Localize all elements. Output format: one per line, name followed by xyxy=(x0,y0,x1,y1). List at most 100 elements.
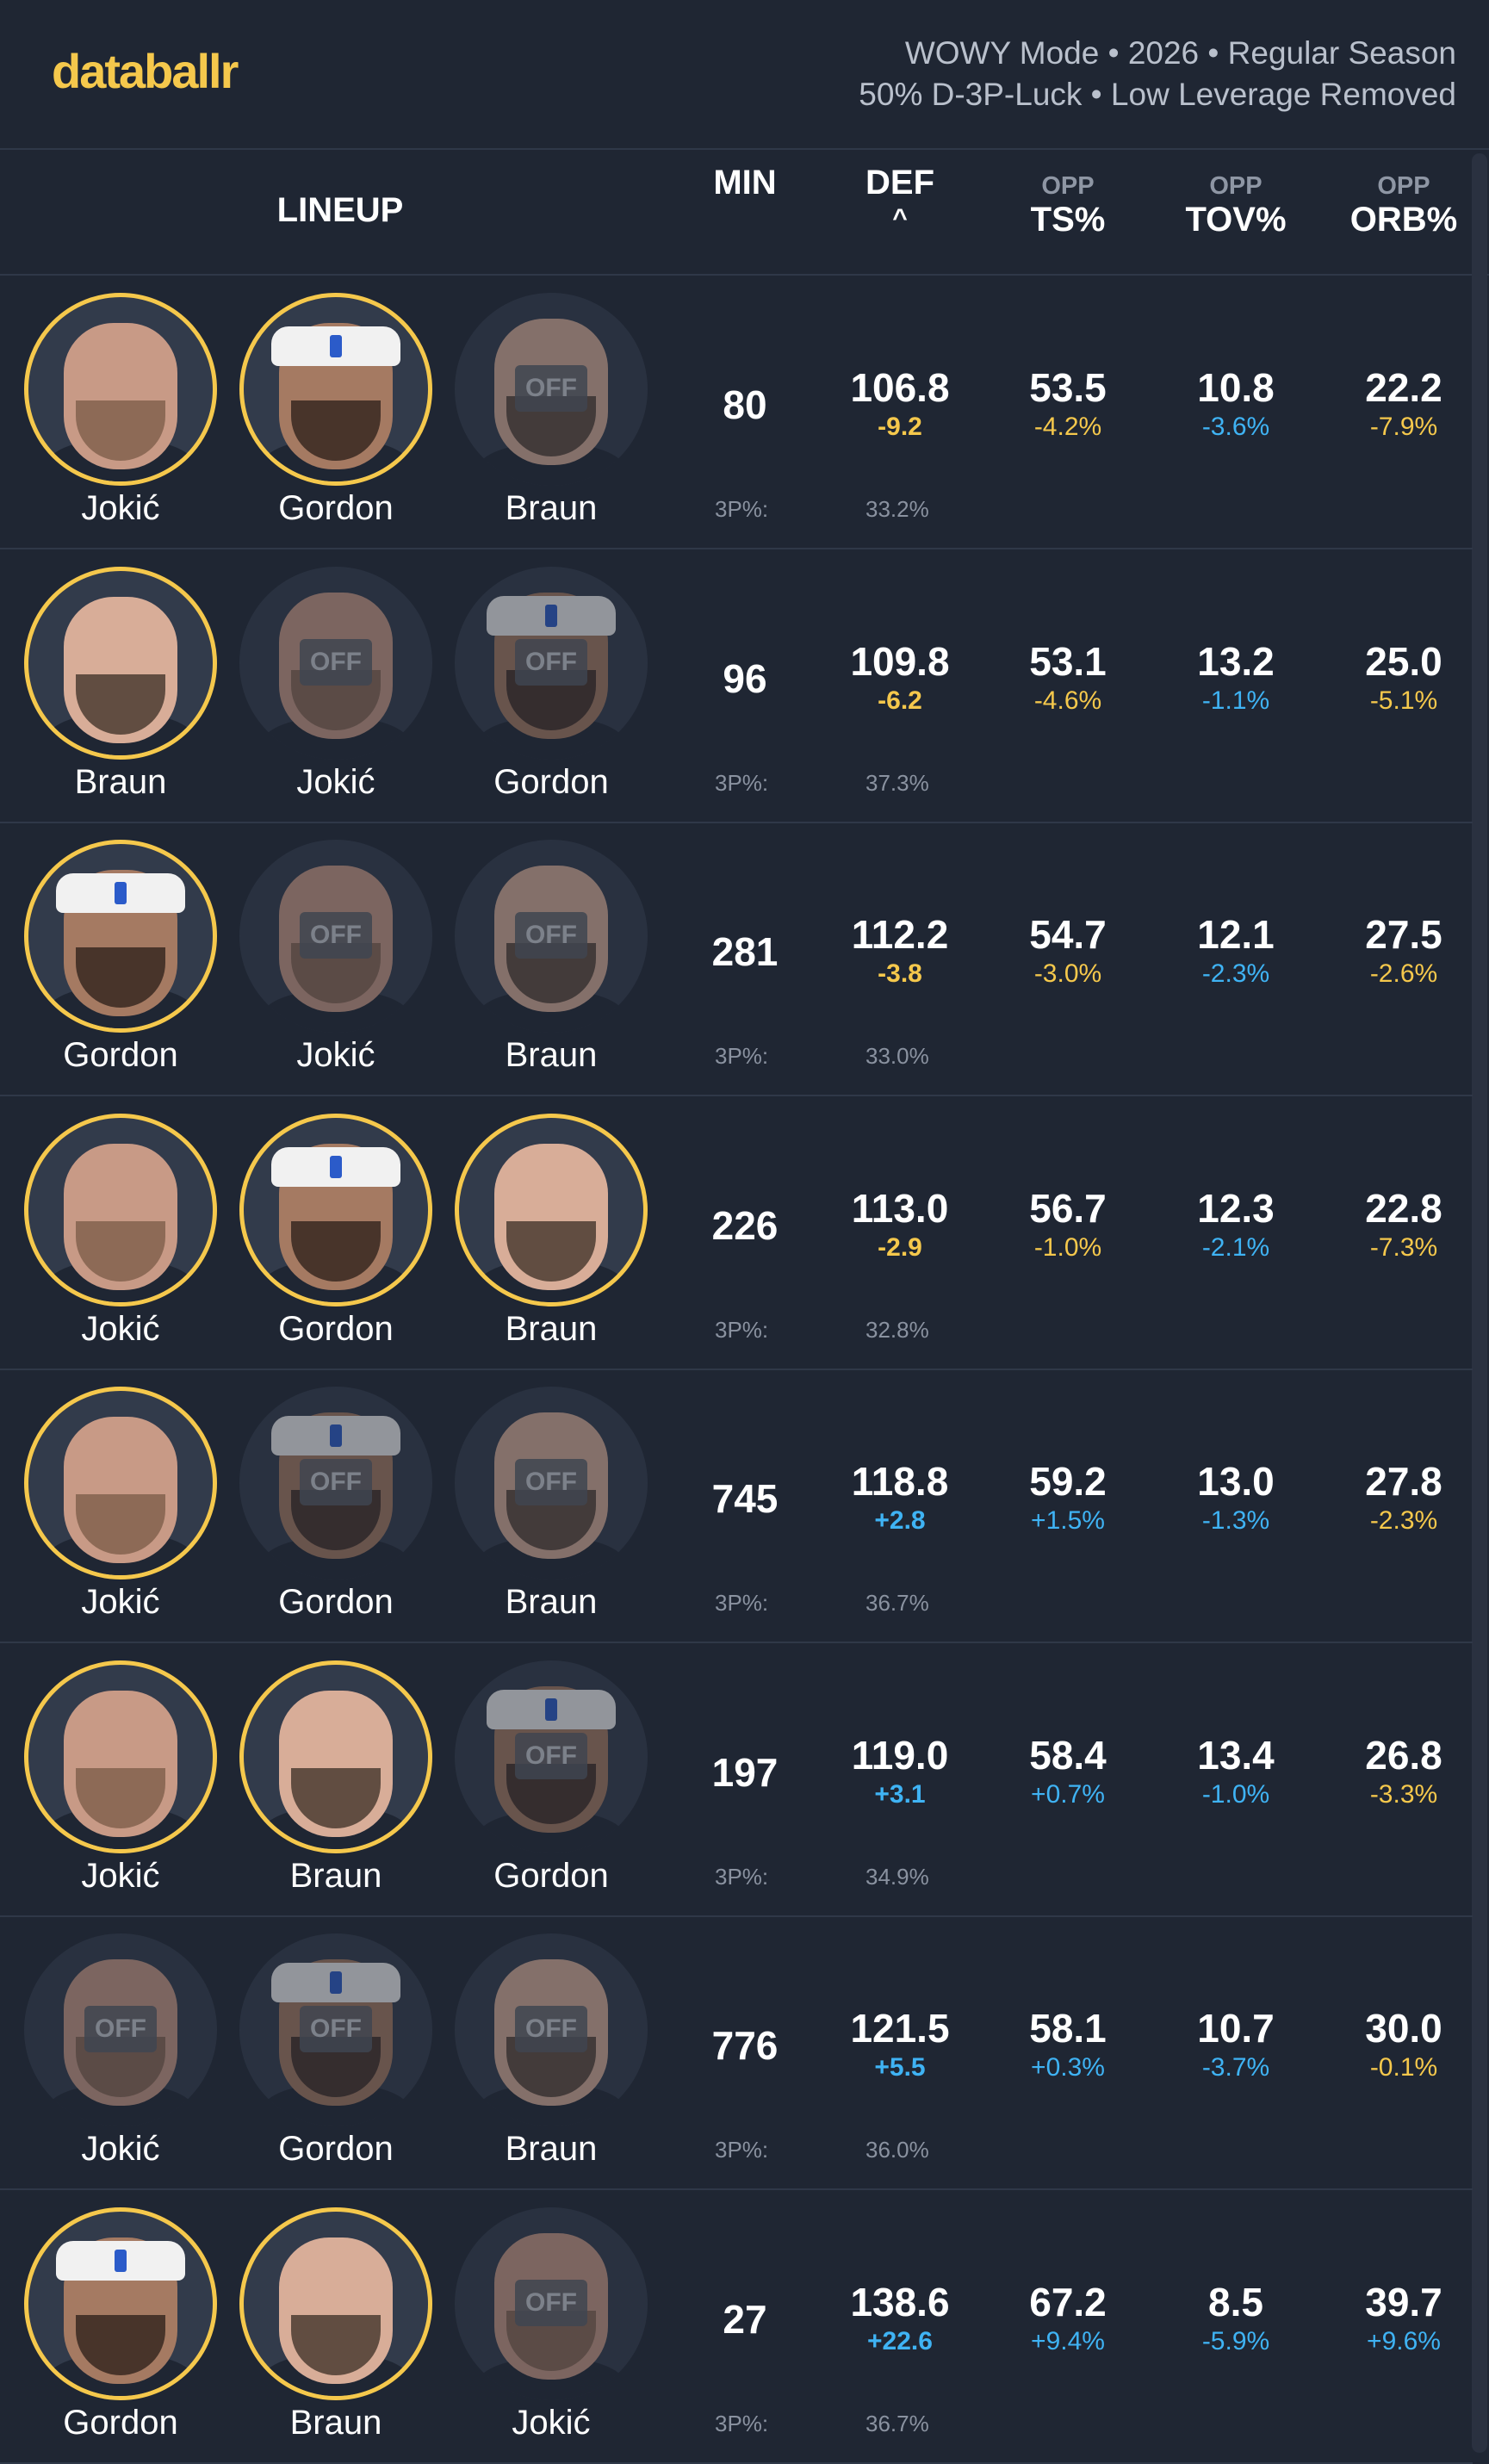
player-avatar[interactable]: OFF xyxy=(455,566,648,760)
opp-orb-cell: 25.0 -5.1% xyxy=(1335,639,1473,718)
opp-orb-header[interactable]: OPP ORB% xyxy=(1335,172,1473,239)
table-row[interactable]: Braun OFF Jokić OFF Gordon 96 109.8 -6.2 53.1 -4.… xyxy=(0,549,1473,823)
lineup-header[interactable]: LINEUP xyxy=(276,191,404,229)
opp-ts-header[interactable]: OPP TS% xyxy=(1008,172,1128,239)
nba-logo-icon xyxy=(330,335,342,357)
opp-ts-cell: 58.1 +0.3% xyxy=(1008,2006,1128,2085)
player-face xyxy=(494,1412,608,1559)
player-avatar[interactable]: OFF xyxy=(455,1933,648,2126)
lineup-player[interactable]: OFF Jokić xyxy=(236,566,436,802)
player-name: Gordon xyxy=(63,2403,178,2442)
min-cell-value: 226 xyxy=(711,1202,779,1248)
top-bar: databallr WOWY Mode • 2026 • Regular Sea… xyxy=(0,0,1489,150)
tov-label: TOV% xyxy=(1185,201,1287,239)
min-header[interactable]: MIN xyxy=(713,164,777,202)
opp-ts-cell-diff: +1.5% xyxy=(1031,1506,1105,1535)
lineup-player[interactable]: OFF Gordon xyxy=(451,566,651,802)
player-avatar[interactable] xyxy=(24,1113,217,1306)
def-cell-value: 109.8 xyxy=(850,638,950,684)
def-header[interactable]: DEF ^ xyxy=(835,164,965,233)
player-avatar[interactable] xyxy=(455,1113,648,1306)
player-avatar[interactable]: OFF xyxy=(455,1660,648,1853)
opp-ts-cell-value: 53.5 xyxy=(1029,365,1107,410)
player-avatar[interactable] xyxy=(24,840,217,1033)
player-avatar[interactable]: OFF xyxy=(455,840,648,1033)
lineup-player[interactable]: Jokić xyxy=(21,1113,220,1349)
lineup-player[interactable]: OFF Gordon xyxy=(236,1933,436,2169)
table-row[interactable]: Gordon Braun OFF Jokić 27 138.6 +22.6 67.2 +9.4%… xyxy=(0,2190,1473,2464)
player-avatar[interactable]: OFF xyxy=(239,1933,432,2126)
min-cell-value: 281 xyxy=(711,929,779,974)
off-badge: OFF xyxy=(515,912,587,959)
player-avatar[interactable]: OFF xyxy=(455,293,648,486)
opp-tov-header[interactable]: OPP TOV% xyxy=(1171,172,1300,239)
min-cell-value: 776 xyxy=(711,2023,779,2068)
lineup-player[interactable]: OFF Braun xyxy=(451,1933,651,2169)
lineup-player[interactable]: OFF Jokić xyxy=(21,1933,220,2169)
opp-tov-cell-diff: -2.3% xyxy=(1201,959,1270,988)
table-header: LINEUP MIN DEF ^ OPP TS% OPP TOV% OPP OR… xyxy=(0,148,1489,276)
player-avatar[interactable] xyxy=(24,566,217,760)
table-row[interactable]: OFF Jokić OFF Gordon OFF Braun 776 121.5 +5.5 58.… xyxy=(0,1916,1473,2190)
min-cell: 197 xyxy=(689,1750,801,1795)
def-cell: 118.8 +2.8 xyxy=(835,1459,965,1538)
table-row[interactable]: Jokić Gordon OFF Braun 80 106.8 -9.2 53.5 -4.2% 1… xyxy=(0,276,1473,549)
lineup-player[interactable]: OFF Jokić xyxy=(236,840,436,1075)
lineup-player[interactable]: OFF Gordon xyxy=(236,1387,436,1622)
player-avatar[interactable] xyxy=(24,2206,217,2400)
table-row[interactable]: Jokić OFF Gordon OFF Braun 745 118.8 +2.8 59.2 +1… xyxy=(0,1369,1473,1643)
player-avatar[interactable] xyxy=(239,2206,432,2400)
lineup-player[interactable]: Gordon xyxy=(21,2206,220,2442)
databallr-logo[interactable]: databallr xyxy=(52,44,239,98)
player-avatar[interactable] xyxy=(24,1387,217,1580)
player-avatar[interactable]: OFF xyxy=(24,1933,217,2126)
lineup-player[interactable]: Braun xyxy=(236,1660,436,1896)
def-cell: 112.2 -3.8 xyxy=(835,912,965,991)
lineup-player[interactable]: Jokić xyxy=(21,293,220,528)
three-pt-label: 3P%: xyxy=(715,2137,769,2163)
lineup-player[interactable]: OFF Braun xyxy=(451,293,651,528)
lineup-player[interactable]: Braun xyxy=(451,1113,651,1349)
player-avatar[interactable]: OFF xyxy=(239,1387,432,1580)
player-avatar[interactable] xyxy=(239,293,432,486)
lineup-player[interactable]: Gordon xyxy=(21,840,220,1075)
three-pt-value: 36.0% xyxy=(865,2137,929,2163)
opp-ts-cell-value: 56.7 xyxy=(1029,1185,1107,1231)
lineup-player[interactable]: Braun xyxy=(236,2206,436,2442)
table-row[interactable]: Gordon OFF Jokić OFF Braun 281 112.2 -3.8 54.7 -3… xyxy=(0,822,1473,1096)
player-name: Braun xyxy=(505,2130,598,2168)
opp-tov-cell: 12.3 -2.1% xyxy=(1171,1186,1300,1265)
mode-info: WOWY Mode • 2026 • Regular Season 50% D-… xyxy=(859,33,1456,115)
lineup-player[interactable]: Gordon xyxy=(236,1113,436,1349)
player-avatar[interactable]: OFF xyxy=(239,840,432,1033)
lineup-player[interactable]: Braun xyxy=(21,566,220,802)
lineup-player[interactable]: Jokić xyxy=(21,1387,220,1622)
opp-ts-cell-value: 67.2 xyxy=(1029,2279,1107,2324)
off-badge: OFF xyxy=(84,2006,157,2052)
table-row[interactable]: Jokić Gordon Braun 226 113.0 -2.9 56.7 -1.0% 12.… xyxy=(0,1096,1473,1370)
opp-tov-cell: 13.4 -1.0% xyxy=(1171,1733,1300,1812)
lineup-player[interactable]: OFF Jokić xyxy=(451,2206,651,2442)
table-row[interactable]: Jokić Braun OFF Gordon 197 119.0 +3.1 58.4 +0.7%… xyxy=(0,1643,1473,1917)
player-avatar[interactable]: OFF xyxy=(455,2206,648,2400)
player-avatar[interactable] xyxy=(239,1660,432,1853)
opp-ts-cell: 58.4 +0.7% xyxy=(1008,1733,1128,1812)
lineup-player[interactable]: Jokić xyxy=(21,1660,220,1896)
opp-orb-cell-value: 25.0 xyxy=(1365,638,1442,684)
three-pt-value: 34.9% xyxy=(865,1863,929,1890)
player-avatar[interactable]: OFF xyxy=(455,1387,648,1580)
def-cell: 138.6 +22.6 xyxy=(835,2280,965,2359)
player-avatar[interactable] xyxy=(24,1660,217,1853)
lineup-player[interactable]: OFF Gordon xyxy=(451,1660,651,1896)
player-name: Jokić xyxy=(81,1856,160,1895)
player-avatar[interactable] xyxy=(24,293,217,486)
def-cell-value: 118.8 xyxy=(851,1459,949,1504)
player-avatar[interactable]: OFF xyxy=(239,566,432,760)
lineup-player[interactable]: OFF Braun xyxy=(451,1387,651,1622)
player-avatar[interactable] xyxy=(239,1113,432,1306)
lineup-player[interactable]: Gordon xyxy=(236,293,436,528)
player-name: Braun xyxy=(74,762,167,801)
lineup-player[interactable]: OFF Braun xyxy=(451,840,651,1075)
opp-orb-cell-diff: +9.6% xyxy=(1367,2326,1441,2355)
scrollbar[interactable] xyxy=(1472,153,1487,2453)
